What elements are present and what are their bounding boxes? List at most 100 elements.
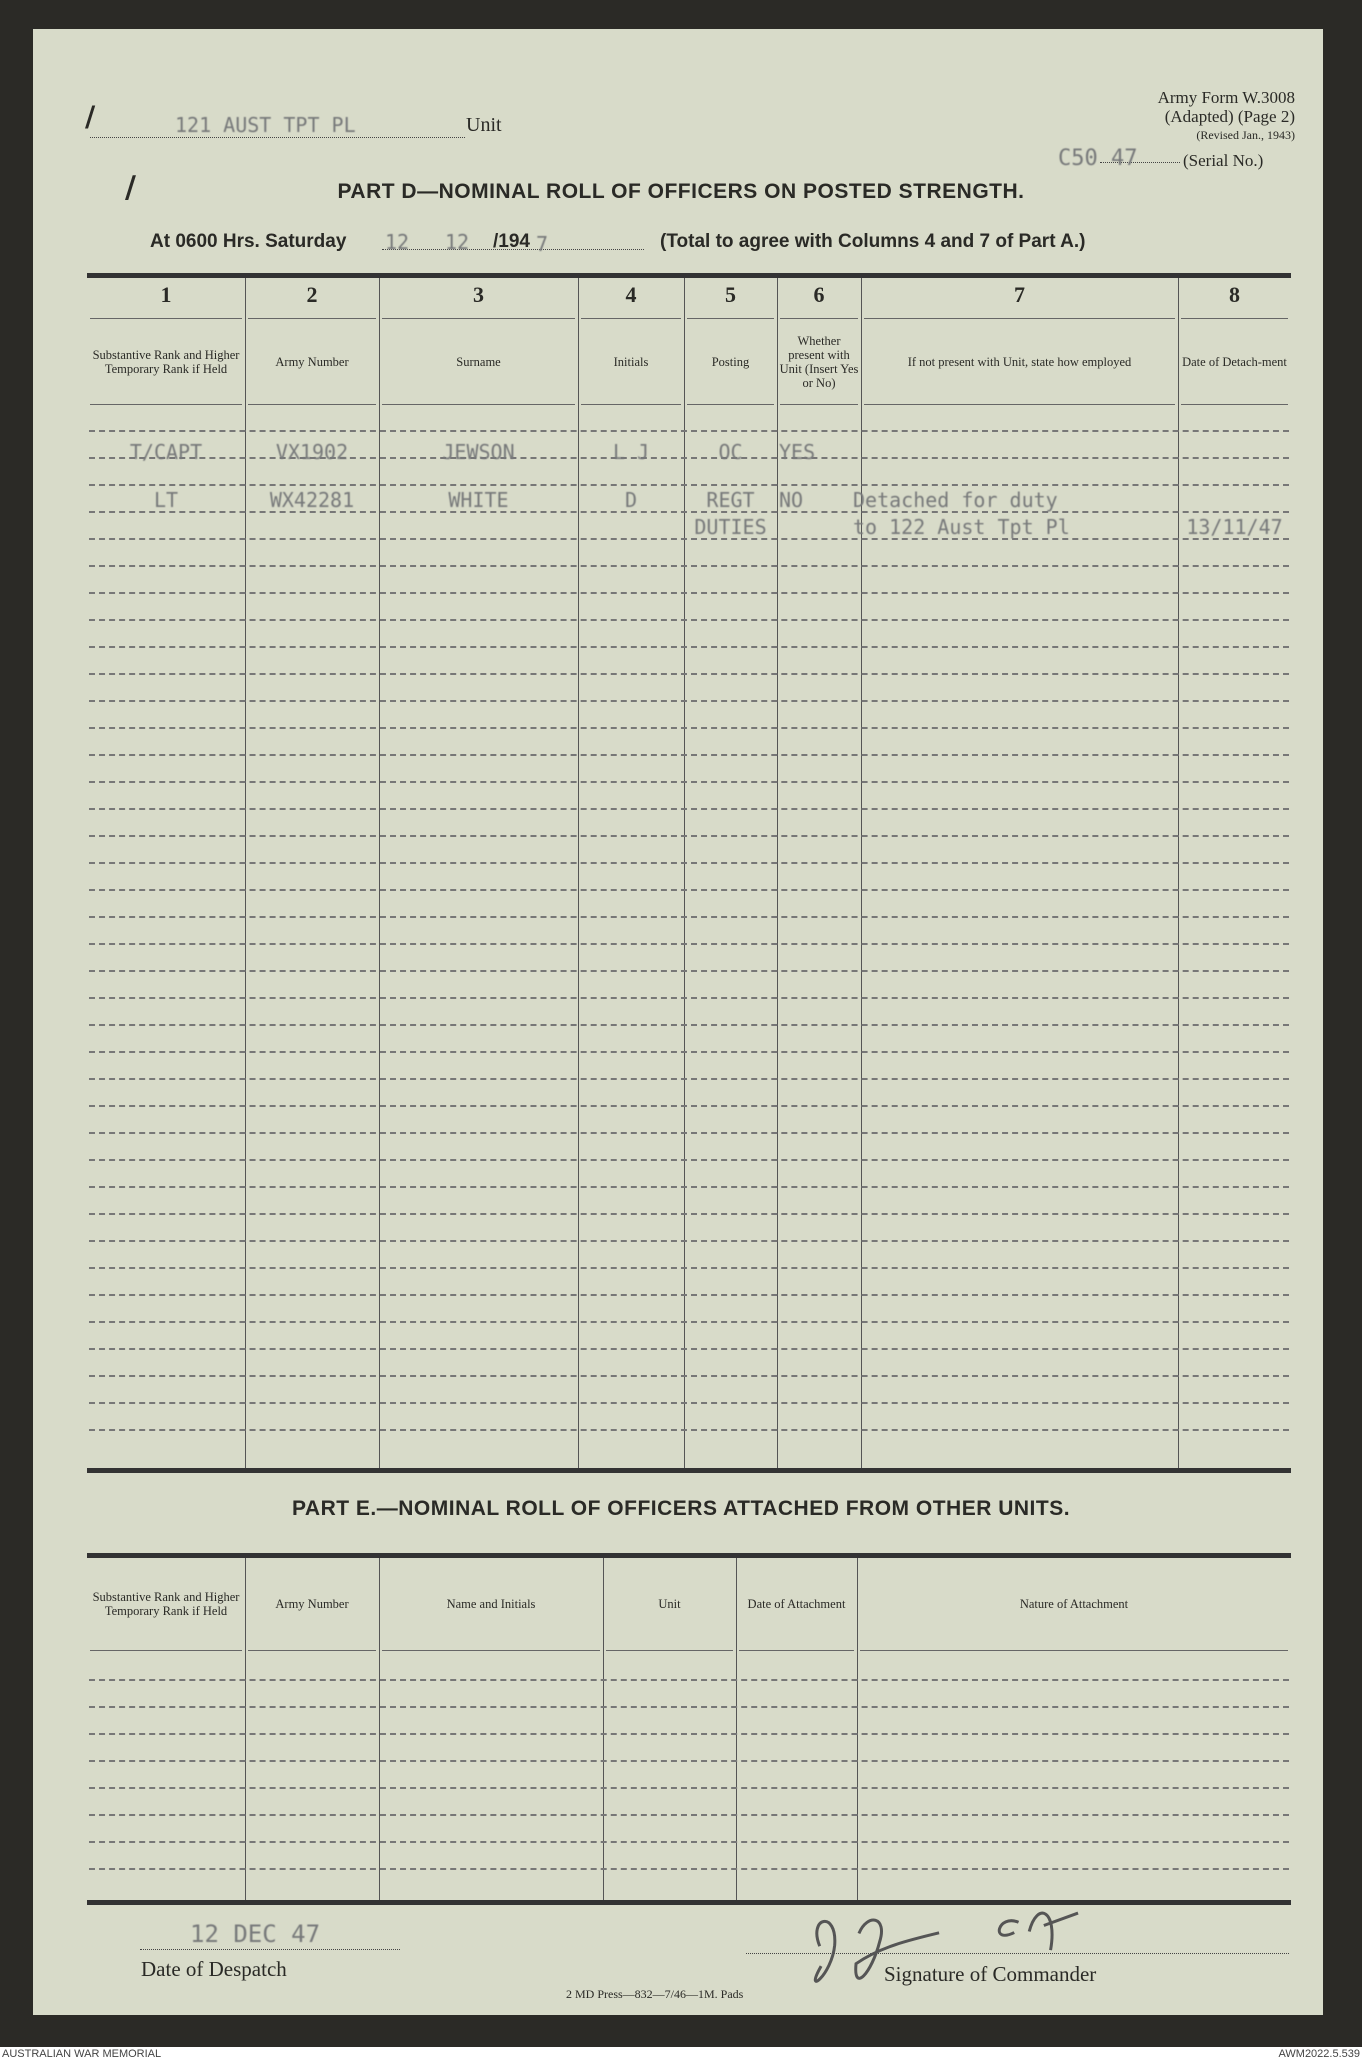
header-rule xyxy=(90,318,242,319)
column-header-label: If not present with Unit, state how empl… xyxy=(907,355,1132,369)
rule-bottom xyxy=(87,1900,1291,1905)
header-rule xyxy=(248,404,376,405)
tick-mark: / xyxy=(125,170,136,205)
part-d-title: PART D—NOMINAL ROLL OF OFFICERS ON POSTE… xyxy=(337,180,1025,203)
entry-line xyxy=(89,970,1289,972)
header-rule xyxy=(382,404,575,405)
row-3-employed: to 122 Aust Tpt Pl xyxy=(853,515,1070,539)
signature-image xyxy=(813,1911,1079,1983)
column-divider xyxy=(861,278,862,1468)
entry-line xyxy=(89,1051,1289,1053)
entry-line xyxy=(89,538,1289,540)
entry-line xyxy=(89,1760,1289,1762)
serial-field-line xyxy=(1100,148,1180,163)
date-field-line xyxy=(382,232,644,250)
column-number: 1 xyxy=(160,282,172,307)
entry-line xyxy=(89,1294,1289,1296)
column-divider xyxy=(379,1558,380,1900)
column-header: Initials xyxy=(580,320,682,404)
column-divider xyxy=(245,1558,246,1900)
column-number: 7 xyxy=(1014,282,1025,307)
column-divider xyxy=(684,278,685,1468)
entry-line xyxy=(89,1429,1289,1431)
header-rule xyxy=(780,318,858,319)
date-day: 12 xyxy=(385,230,410,254)
header-rule xyxy=(90,1650,242,1651)
form-adapted: (Adapted) (Page 2) xyxy=(1164,107,1295,126)
header-rule xyxy=(248,1650,376,1651)
row-2-employed: Detached for duty xyxy=(853,488,1058,512)
entry-line xyxy=(89,1105,1289,1107)
entry-line xyxy=(89,1814,1289,1816)
column-header-label: Nature of Attachment xyxy=(1019,1597,1129,1611)
header-rule xyxy=(248,318,376,319)
row-2-posting: REGT xyxy=(706,488,755,512)
entry-line xyxy=(89,1841,1289,1843)
entry-line xyxy=(89,1024,1289,1026)
column-header: Whether present with Unit (Insert Yes or… xyxy=(779,320,859,404)
entry-line xyxy=(89,1213,1289,1215)
row-1-number: VX1902 xyxy=(275,440,349,464)
column-header-label: Posting xyxy=(711,355,750,369)
column-header: Army Number xyxy=(247,320,377,404)
time-label: At 0600 Hrs. Saturday xyxy=(150,231,347,252)
institution-label: AUSTRALIAN WAR MEMORIAL xyxy=(2,2048,162,2060)
form-identifier: Army Form W.3008 (Adapted) (Page 2) (Rev… xyxy=(1090,88,1295,145)
entry-line xyxy=(89,1733,1289,1735)
column-header-label: Unit xyxy=(658,1597,681,1611)
entry-line xyxy=(89,1267,1289,1269)
column-number: 4 xyxy=(625,282,637,307)
commander-signature xyxy=(797,1883,1163,2007)
entry-line xyxy=(89,889,1289,891)
despatch-date-value: 12 DEC 47 xyxy=(190,1920,321,1948)
column-divider xyxy=(603,1558,604,1900)
column-header: If not present with Unit, state how empl… xyxy=(863,320,1176,404)
entry-line xyxy=(89,754,1289,756)
column-divider xyxy=(245,278,246,1468)
unit-label: Unit xyxy=(466,114,502,136)
column-header-label: Substantive Rank and Higher Temporary Ra… xyxy=(92,1590,240,1618)
entry-line xyxy=(89,1240,1289,1242)
header-rule xyxy=(581,404,681,405)
column-header-label: Army Number xyxy=(275,1597,349,1611)
row-2-surname: WHITE xyxy=(448,488,509,512)
entry-line xyxy=(89,673,1289,675)
column-header: Name and Initials xyxy=(381,1560,601,1648)
entry-line xyxy=(89,862,1289,864)
entry-line xyxy=(89,781,1289,783)
header-rule xyxy=(687,404,774,405)
column-header: Substantive Rank and Higher Temporary Ra… xyxy=(89,1560,243,1648)
entry-line xyxy=(89,808,1289,810)
entry-line xyxy=(89,646,1289,648)
entry-line xyxy=(89,1321,1289,1323)
entry-line xyxy=(89,1402,1289,1404)
entry-line xyxy=(89,592,1289,594)
entry-line xyxy=(89,1348,1289,1350)
header-rule xyxy=(606,1650,733,1651)
column-divider xyxy=(777,278,778,1468)
column-header: Date of Attachment xyxy=(738,1560,855,1648)
entry-line xyxy=(89,997,1289,999)
form-page xyxy=(33,29,1323,2015)
form-revised: (Revised Jan., 1943) xyxy=(1196,128,1295,142)
header-rule xyxy=(1181,318,1288,319)
column-header-label: Initials xyxy=(613,355,649,369)
column-header: Army Number xyxy=(247,1560,377,1648)
entry-line xyxy=(89,835,1289,837)
header-rule xyxy=(90,404,242,405)
column-number: 5 xyxy=(725,282,736,307)
rule-bottom xyxy=(87,1468,1291,1473)
header-rule xyxy=(860,1650,1288,1651)
despatch-field-line xyxy=(140,1932,400,1950)
signature-label: Signature of Commander xyxy=(884,1962,1097,1986)
column-divider xyxy=(857,1558,858,1900)
column-divider xyxy=(736,1558,737,1900)
archive-strip: AUSTRALIAN WAR MEMORIAL AWM2022.5.539 xyxy=(0,2047,1362,2061)
header-rule xyxy=(687,318,774,319)
despatch-label: Date of Despatch xyxy=(141,1957,287,1981)
entry-line xyxy=(89,565,1289,567)
entry-line xyxy=(89,430,1289,432)
entry-line xyxy=(89,619,1289,621)
rule-top xyxy=(87,273,1291,278)
column-header-label: Army Number xyxy=(275,355,349,369)
